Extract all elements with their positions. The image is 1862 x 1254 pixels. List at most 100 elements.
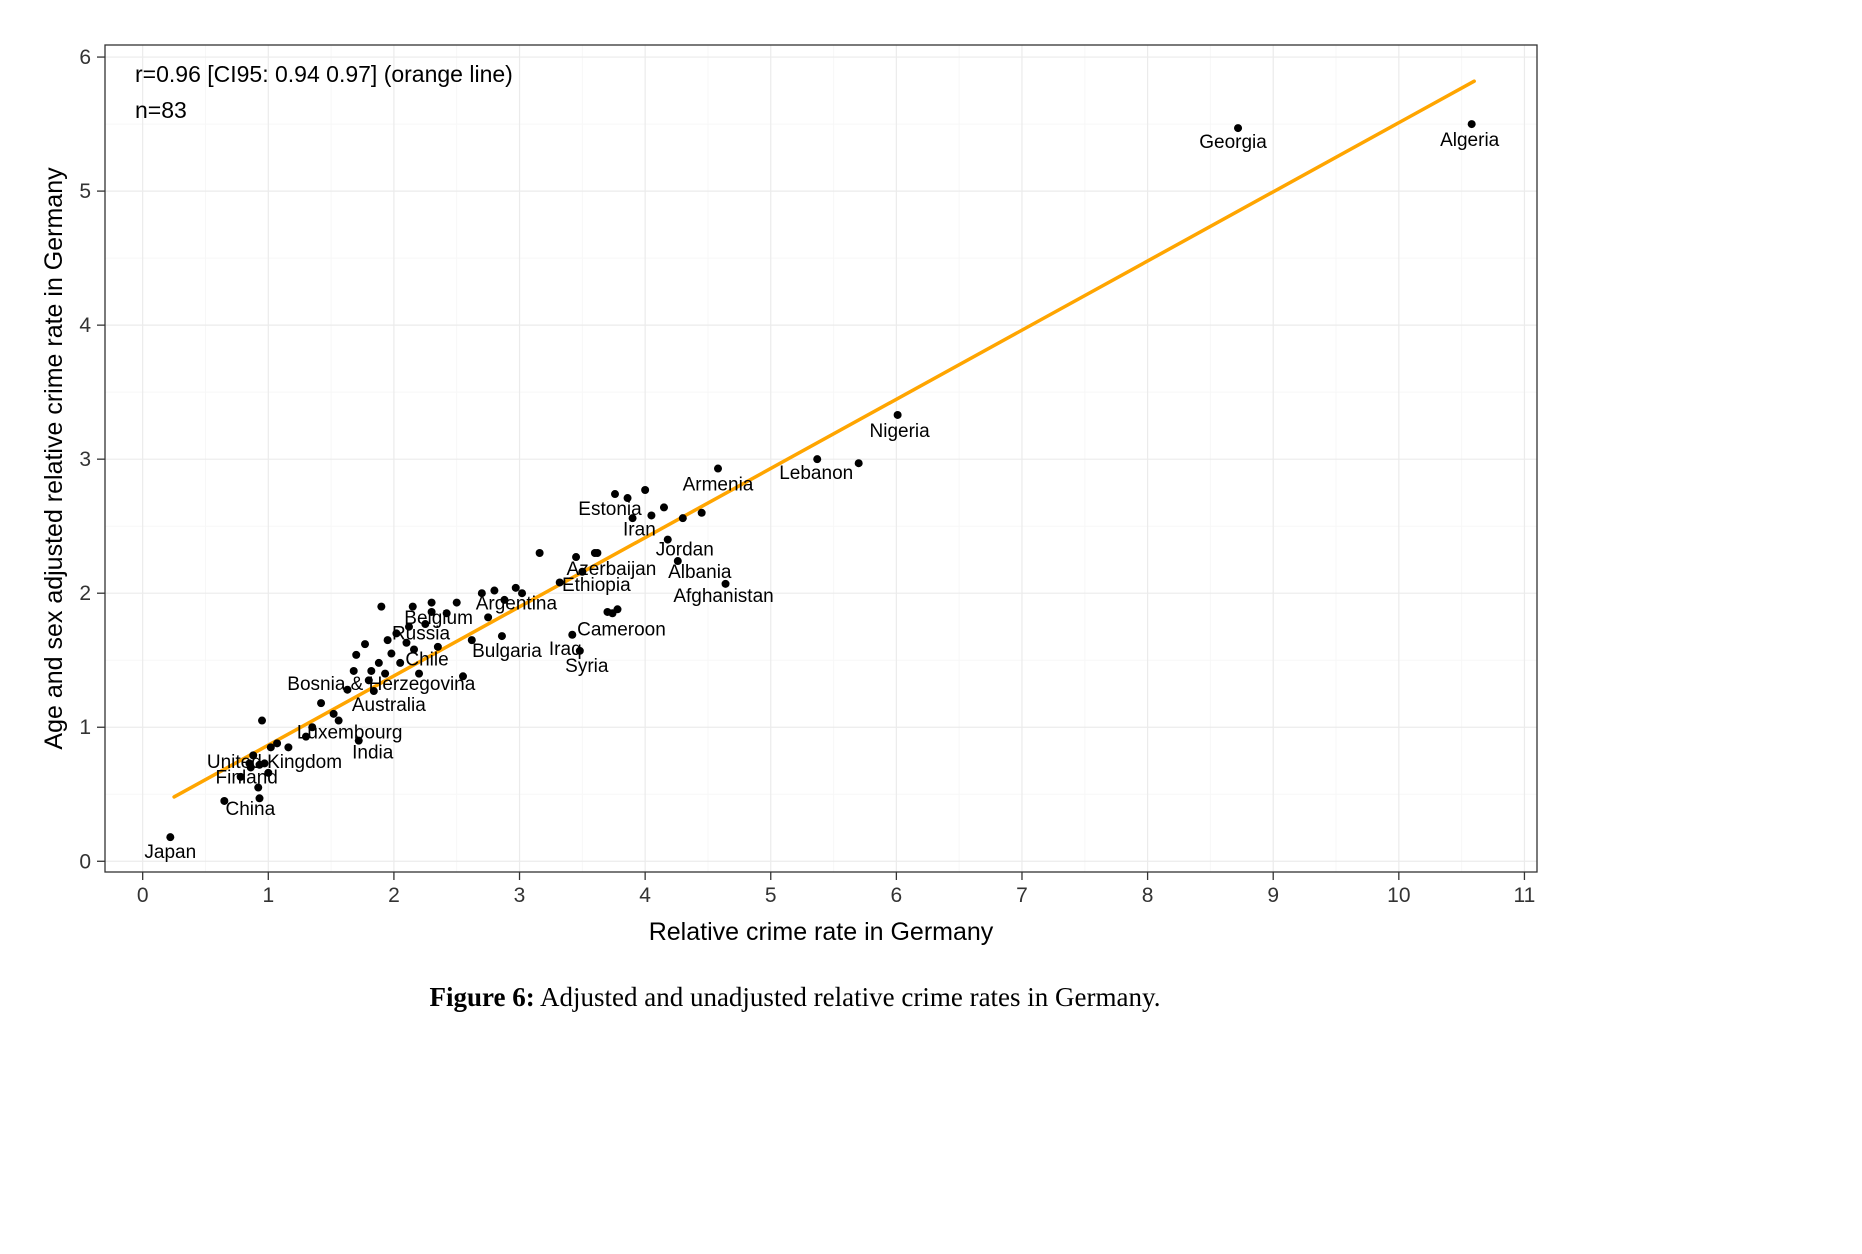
data-point [590,548,599,557]
point-label: Iran [623,519,656,540]
x-tick-label: 8 [1142,884,1154,907]
data-point [236,772,245,781]
x-tick-label: 5 [765,884,777,907]
annotation-text: n=83 [135,97,187,123]
data-point [387,649,396,658]
data-point [613,605,622,614]
x-tick-label: 1 [262,884,274,907]
point-label: Argentina [476,594,558,615]
figure-caption: Figure 6: Adjusted and unadjusted relati… [0,982,1590,1013]
data-point [641,485,650,494]
data-point [266,743,275,752]
data-point [575,646,584,655]
figure-container: Japan China Finland United Kingdom India Luxe… [0,44,1590,1013]
data-point [490,586,499,595]
data-point [697,508,706,517]
point-label: Bulgaria [472,641,542,662]
data-point [659,503,668,512]
point-label: Afghanistan [673,586,773,607]
data-point [308,723,317,732]
data-point [415,669,424,678]
data-point [713,464,722,473]
data-point [383,636,392,645]
data-point [349,666,358,675]
point-label: Jordan [656,540,714,561]
data-point [813,455,822,464]
data-point [459,672,467,681]
data-point [518,589,527,598]
data-point [572,553,581,562]
data-point [610,490,619,499]
figure-caption-label: Figure 6: [429,982,535,1012]
y-tick-label: 1 [79,716,91,739]
data-point [1467,120,1476,129]
data-point [410,645,419,654]
data-point [467,636,476,645]
point-label: Armenia [683,475,754,496]
data-point [381,669,390,678]
data-point [301,732,310,741]
data-point [258,716,267,725]
point-label: Lebanon [779,463,853,484]
data-point [245,759,254,768]
data-point [535,548,544,557]
data-point [317,699,326,708]
y-tick-label: 0 [79,850,91,873]
y-tick-label: 6 [79,46,91,69]
point-label: Estonia [578,499,642,520]
data-point [361,640,370,649]
data-point [254,783,263,792]
x-tick-label: 6 [891,884,903,907]
point-label: Bosnia & Herzegovina [287,674,475,695]
data-point [273,739,282,748]
point-label: Finland [216,767,278,788]
regression-line [172,79,1476,799]
data-point [647,511,656,520]
point-label: Japan [144,842,196,863]
data-point [220,796,229,805]
figure-caption-text: Adjusted and unadjusted relative crime r… [539,982,1161,1012]
data-point [249,751,258,760]
data-point [663,535,672,544]
point-label: Syria [565,656,609,677]
data-point [511,583,520,592]
data-point [392,629,401,638]
data-point [578,567,587,576]
x-tick-label: 2 [388,884,400,907]
data-point [396,658,405,667]
y-tick-label: 5 [79,180,91,203]
data-point [369,687,378,696]
data-point [721,579,730,588]
data-point [1234,124,1243,133]
point-label: Luxembourg [297,723,403,744]
y-tick-label: 2 [79,582,91,605]
data-point [377,602,386,611]
data-point [500,595,509,604]
point-label: Georgia [1199,132,1267,153]
data-point [374,658,383,667]
point-label: Belgium [404,608,473,629]
data-point [477,589,486,598]
data-point [402,638,411,647]
point-label: Russia [392,624,451,645]
point-label: Cameroon [577,619,666,640]
data-point [421,620,430,629]
x-tick-label: 11 [1514,884,1536,907]
data-point [343,685,352,694]
data-point [427,607,436,616]
data-point [260,759,269,768]
data-point [603,607,612,616]
point-label: Nigeria [870,421,931,442]
data-point [673,557,682,566]
data-point [427,598,436,607]
point-label: Iraq [549,639,582,660]
data-point [408,602,417,611]
data-point [264,768,273,777]
data-point [893,410,902,419]
panel-border [104,44,1538,873]
x-tick-label: 10 [1387,884,1410,907]
point-label: Australia [352,695,426,716]
point-label: United Kingdom [207,752,342,773]
data-point [284,743,293,752]
